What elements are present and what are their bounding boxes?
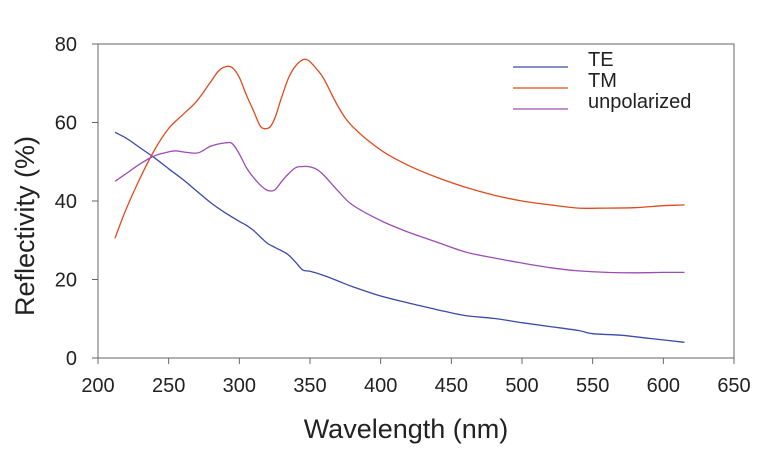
- x-axis-ticks: 200 250 300 350 400 450 500 550 600 650: [81, 358, 751, 397]
- y-tick-label: 0: [66, 348, 77, 370]
- y-tick-label: 60: [55, 113, 77, 135]
- series-lines: [114, 58, 685, 343]
- x-tick-label: 200: [81, 375, 114, 397]
- x-tick-label: 400: [364, 375, 397, 397]
- y-axis-title: Reflectivity (%): [10, 136, 40, 316]
- y-axis-ticks: 0 20 40 60 80: [55, 34, 98, 370]
- series-line-unpolarized: [114, 141, 685, 274]
- x-tick-label: 300: [223, 375, 256, 397]
- legend-label-unpolarized: unpolarized: [588, 91, 691, 113]
- x-axis-title: Wavelength (nm): [304, 414, 509, 444]
- x-tick-label: 550: [576, 375, 609, 397]
- x-tick-label: 650: [717, 375, 750, 397]
- legend-label-tm: TM: [588, 70, 617, 92]
- legend-label-te: TE: [588, 49, 614, 71]
- y-tick-label: 80: [55, 34, 77, 56]
- x-tick-label: 450: [435, 375, 468, 397]
- x-tick-label: 250: [152, 375, 185, 397]
- series-line-tm: [114, 58, 685, 239]
- series-line-te: [114, 131, 685, 343]
- x-tick-label: 600: [647, 375, 680, 397]
- y-tick-label: 20: [55, 270, 77, 292]
- y-tick-label: 40: [55, 191, 77, 213]
- x-tick-label: 500: [505, 375, 538, 397]
- x-tick-label: 350: [293, 375, 326, 397]
